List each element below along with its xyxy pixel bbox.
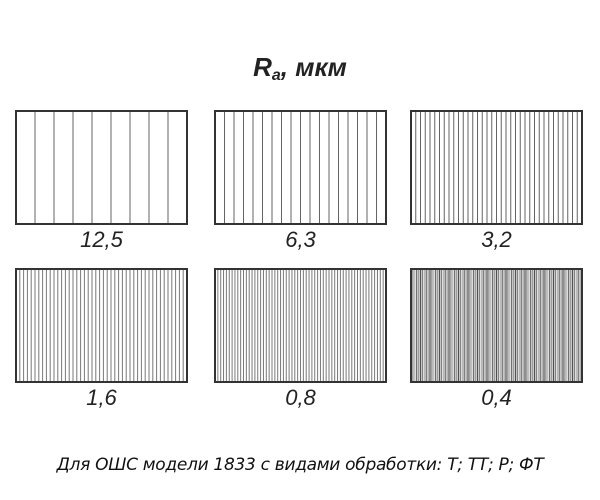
panel-frame xyxy=(214,268,387,383)
roughness-value-label: 0,8 xyxy=(285,385,316,410)
roughness-panel xyxy=(410,110,583,225)
roughness-value-label: 3,2 xyxy=(481,227,512,252)
panel-frame xyxy=(214,110,387,225)
roughness-panel xyxy=(15,268,188,383)
roughness-panel xyxy=(15,110,188,225)
roughness-pattern xyxy=(214,110,387,225)
panel-frame xyxy=(15,110,188,225)
panel-frame xyxy=(15,268,188,383)
roughness-value-label: 0,4 xyxy=(481,385,512,410)
roughness-panel xyxy=(214,268,387,383)
panel-frame xyxy=(410,110,583,225)
panel-frame xyxy=(410,268,583,383)
roughness-panel xyxy=(410,268,583,383)
title-symbol: R xyxy=(253,52,272,82)
roughness-pattern xyxy=(410,268,583,383)
roughness-pattern xyxy=(410,110,583,225)
roughness-pattern xyxy=(15,268,188,383)
title-subscript: a xyxy=(271,67,281,84)
title-unit: , мкм xyxy=(280,52,347,82)
diagram-title: Ra, мкм xyxy=(0,52,600,85)
roughness-value-label: 6,3 xyxy=(285,227,316,252)
roughness-pattern xyxy=(214,268,387,383)
caption: Для ОШС модели 1833 с видами обработки: … xyxy=(56,455,544,475)
roughness-value-label: 1,6 xyxy=(86,385,117,410)
roughness-panel xyxy=(214,110,387,225)
roughness-pattern xyxy=(15,110,188,225)
roughness-value-label: 12,5 xyxy=(80,227,123,252)
